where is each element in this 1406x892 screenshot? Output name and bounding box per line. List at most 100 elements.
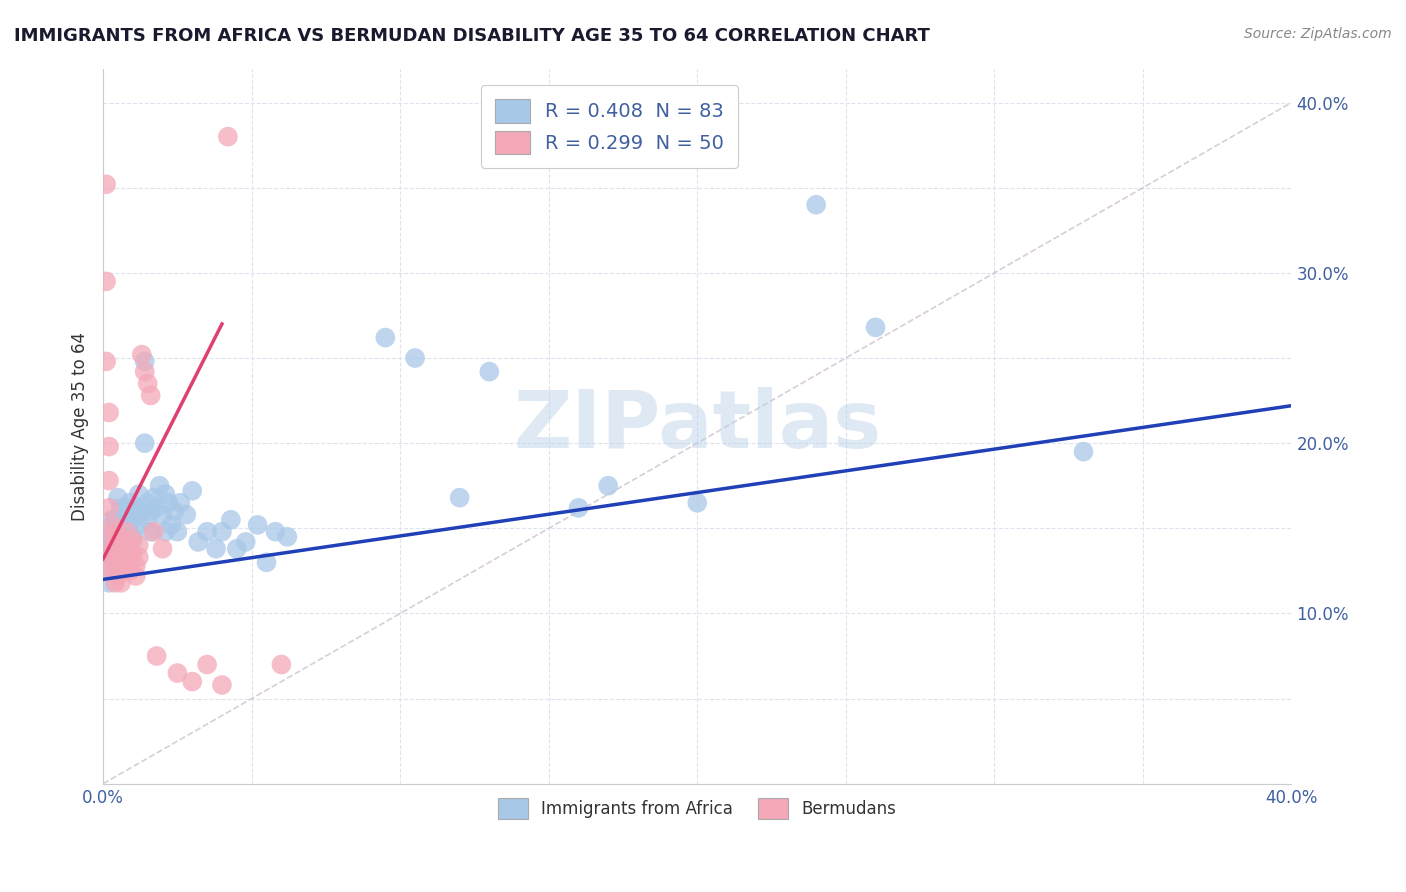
Point — [211, 678, 233, 692]
Point — [205, 541, 228, 556]
Point — [152, 508, 174, 522]
Point — [134, 436, 156, 450]
Point — [107, 524, 129, 539]
Point — [104, 552, 127, 566]
Point — [107, 538, 129, 552]
Point — [101, 547, 124, 561]
Point — [166, 666, 188, 681]
Point — [128, 487, 150, 501]
Point — [110, 552, 132, 566]
Point — [107, 491, 129, 505]
Point — [94, 354, 117, 368]
Point — [115, 524, 138, 539]
Point — [270, 657, 292, 672]
Point — [136, 513, 159, 527]
Point — [118, 524, 141, 539]
Point — [155, 487, 177, 501]
Point — [478, 365, 501, 379]
Point — [107, 555, 129, 569]
Point — [404, 351, 426, 365]
Point — [567, 500, 589, 515]
Point — [101, 564, 124, 578]
Point — [128, 550, 150, 565]
Point — [155, 524, 177, 539]
Text: Source: ZipAtlas.com: Source: ZipAtlas.com — [1244, 27, 1392, 41]
Point — [98, 541, 121, 556]
Point — [121, 513, 143, 527]
Point — [145, 500, 167, 515]
Point — [101, 517, 124, 532]
Point — [115, 508, 138, 522]
Point — [94, 555, 117, 569]
Point — [449, 491, 471, 505]
Point — [115, 500, 138, 515]
Point — [101, 530, 124, 544]
Point — [115, 538, 138, 552]
Point — [112, 541, 135, 556]
Point — [104, 555, 127, 569]
Point — [148, 479, 170, 493]
Point — [98, 575, 121, 590]
Point — [110, 513, 132, 527]
Point — [264, 524, 287, 539]
Point — [136, 496, 159, 510]
Point — [112, 517, 135, 532]
Point — [110, 575, 132, 590]
Point — [125, 569, 148, 583]
Point — [104, 535, 127, 549]
Point — [598, 479, 620, 493]
Point — [104, 558, 127, 573]
Point — [125, 508, 148, 522]
Point — [118, 496, 141, 510]
Point — [112, 541, 135, 556]
Point — [112, 555, 135, 569]
Text: ZIPatlas: ZIPatlas — [513, 387, 882, 465]
Point — [98, 405, 121, 419]
Point — [107, 569, 129, 583]
Point — [686, 496, 709, 510]
Point — [136, 376, 159, 391]
Point — [98, 530, 121, 544]
Point — [118, 564, 141, 578]
Point — [98, 474, 121, 488]
Point — [128, 517, 150, 532]
Point — [101, 513, 124, 527]
Point — [98, 552, 121, 566]
Point — [128, 538, 150, 552]
Point — [134, 354, 156, 368]
Point — [110, 521, 132, 535]
Point — [104, 564, 127, 578]
Point — [94, 535, 117, 549]
Point — [181, 483, 204, 498]
Text: IMMIGRANTS FROM AFRICA VS BERMUDAN DISABILITY AGE 35 TO 64 CORRELATION CHART: IMMIGRANTS FROM AFRICA VS BERMUDAN DISAB… — [14, 27, 929, 45]
Point — [121, 533, 143, 548]
Point — [110, 538, 132, 552]
Point — [139, 504, 162, 518]
Point — [804, 198, 827, 212]
Point — [219, 513, 242, 527]
Point — [865, 320, 887, 334]
Point — [121, 530, 143, 544]
Point — [121, 547, 143, 561]
Point — [139, 388, 162, 402]
Point — [276, 530, 298, 544]
Point — [131, 348, 153, 362]
Point — [101, 541, 124, 556]
Point — [104, 541, 127, 556]
Point — [1073, 444, 1095, 458]
Point — [110, 513, 132, 527]
Legend: Immigrants from Africa, Bermudans: Immigrants from Africa, Bermudans — [492, 792, 903, 825]
Point — [142, 524, 165, 539]
Point — [104, 538, 127, 552]
Point — [152, 541, 174, 556]
Point — [107, 541, 129, 556]
Point — [246, 517, 269, 532]
Point — [131, 504, 153, 518]
Point — [374, 330, 396, 344]
Y-axis label: Disability Age 35 to 64: Disability Age 35 to 64 — [72, 332, 89, 521]
Point — [217, 129, 239, 144]
Point — [118, 513, 141, 527]
Point — [101, 524, 124, 539]
Point — [101, 564, 124, 578]
Point — [115, 524, 138, 539]
